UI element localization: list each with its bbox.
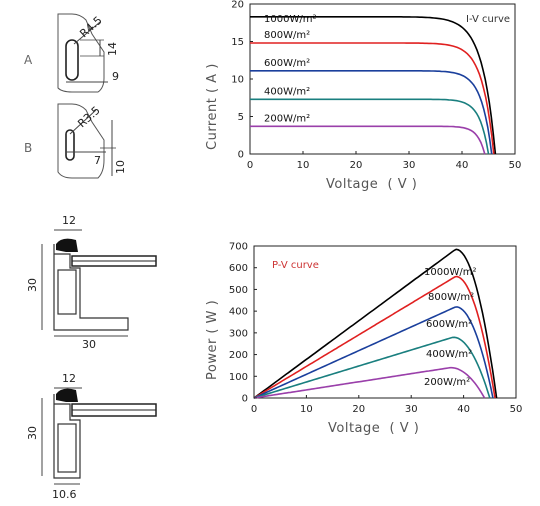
- pv-series-line: [253, 306, 494, 399]
- iv-plot-frame: [249, 3, 516, 155]
- pv-ytick-label: 200: [229, 350, 248, 361]
- pv-xtick-label: 20: [352, 404, 365, 415]
- pv-xtick-label: 10: [300, 404, 313, 415]
- frame-short-bottom-dim: 10.6: [52, 488, 77, 501]
- corner-a-slot: [65, 39, 79, 81]
- frame-short-side-dim: 30: [26, 426, 39, 440]
- pv-series-line: [253, 275, 496, 399]
- corner-a-letter: A: [24, 53, 33, 67]
- frame-long-body: [53, 244, 129, 331]
- frame-short-chamber: [57, 423, 77, 473]
- corner-b-dim-w: 7: [94, 154, 101, 167]
- corner-a-dim-w: 9: [112, 70, 119, 83]
- pv-ylabel: Power ( W ): [205, 300, 220, 380]
- iv-series-line: [250, 42, 495, 155]
- pv-series-line: [253, 336, 491, 399]
- corner-b-outline: [57, 103, 105, 179]
- iv-series-label: 800W/m²: [264, 30, 310, 41]
- iv-xtick-label: 40: [456, 160, 469, 171]
- iv-series-label: 200W/m²: [264, 113, 310, 124]
- iv-ytick-label: 5: [238, 112, 244, 123]
- pv-xtick-label: 50: [510, 404, 523, 415]
- iv-labels: 1000W/m² 800W/m² 600W/m² 400W/m² 200W/m²: [264, 14, 316, 125]
- corner-a-radius-leader: [73, 21, 101, 45]
- pv-series-label: 200W/m²: [424, 377, 470, 388]
- pv-ytick-label: 400: [229, 307, 248, 318]
- pv-ytick-label: 300: [229, 328, 248, 339]
- pv-ytick-label: 700: [229, 242, 248, 253]
- pv-series-label: 800W/m²: [428, 292, 474, 303]
- corner-detail-a: A R4.5 14 9: [24, 13, 119, 93]
- pv-ytick-label: 100: [229, 372, 248, 383]
- iv-ytick-label: 15: [231, 37, 244, 48]
- pv-labels: 1000W/m² 800W/m² 600W/m² 400W/m² 200W/m²: [424, 267, 476, 388]
- frame-long-top-dim: 12: [62, 214, 76, 227]
- corner-b-radius: R3.5: [75, 104, 102, 130]
- pv-series-label: 400W/m²: [426, 349, 472, 360]
- iv-ylabel: Current ( A ): [205, 63, 220, 150]
- pv-ytick-label: 0: [242, 394, 248, 405]
- pv-ytick-label: 500: [229, 285, 248, 296]
- frame-short-lip: [56, 388, 78, 402]
- frame-short-top-dim: 12: [62, 372, 76, 385]
- iv-ytick-label: 10: [231, 75, 244, 86]
- iv-curves: [250, 16, 497, 155]
- iv-series-line: [250, 70, 493, 155]
- pv-xlabel: Voltage ( V ): [328, 421, 419, 436]
- pv-xtick-label: 0: [251, 404, 257, 415]
- pv-series-line: [253, 366, 486, 399]
- frame-profile-short: 12 30 10.6: [26, 372, 157, 501]
- iv-series-label: 600W/m²: [264, 58, 310, 69]
- pv-curves: [253, 248, 498, 399]
- corner-b-letter: B: [24, 141, 32, 155]
- frame-short-body: [53, 394, 81, 479]
- pv-xtick-label: 40: [457, 404, 470, 415]
- iv-xtick-label: 30: [403, 160, 416, 171]
- pv-title: P-V curve: [272, 260, 319, 271]
- pv-series-line: [253, 248, 498, 399]
- iv-ytick-label: 0: [238, 150, 244, 161]
- iv-xtick-label: 50: [509, 160, 522, 171]
- corner-b-dim-h: 10: [114, 160, 127, 174]
- frame-long-side-dim: 30: [26, 278, 39, 292]
- iv-series-label: 1000W/m²: [264, 14, 316, 25]
- iv-xtick-label: 20: [350, 160, 363, 171]
- iv-series-line: [250, 98, 490, 155]
- pv-plot-frame: [253, 245, 517, 399]
- corner-detail-b: B R3.5 10 7: [24, 103, 127, 179]
- iv-series-line: [250, 16, 497, 155]
- pv-series-label: 1000W/m²: [424, 267, 476, 278]
- corner-a-outline: [57, 13, 105, 93]
- iv-xlabel: Voltage ( V ): [326, 177, 417, 192]
- corner-b-slot: [65, 129, 75, 161]
- iv-xtick-label: 10: [297, 160, 310, 171]
- frame-long-lip: [56, 238, 78, 252]
- corner-b-radius-leader: [69, 109, 97, 135]
- frame-long-chamber: [57, 269, 77, 315]
- pv-ytick-label: 600: [229, 263, 248, 274]
- pv-xtick-label: 30: [405, 404, 418, 415]
- pv-series-label: 600W/m²: [426, 319, 472, 330]
- corner-a-dim-h: 14: [106, 42, 119, 56]
- iv-series-label: 400W/m²: [264, 86, 310, 97]
- iv-series-line: [250, 125, 486, 155]
- frame-long-bottom-dim: 30: [82, 338, 96, 351]
- iv-chart: 0 10 20 30 40 50 0 5 10 15 20 1000W/m² 800W/m² 600W/…: [205, 0, 521, 192]
- iv-xtick-label: 0: [247, 160, 253, 171]
- frame-profile-long: 12 30 30: [26, 214, 157, 351]
- corner-a-radius: R4.5: [77, 14, 104, 40]
- iv-ticks: 0 10 20 30 40 50 0 5 10 15 20: [231, 0, 521, 171]
- iv-title: I-V curve: [466, 14, 510, 25]
- iv-ytick-label: 20: [231, 0, 244, 11]
